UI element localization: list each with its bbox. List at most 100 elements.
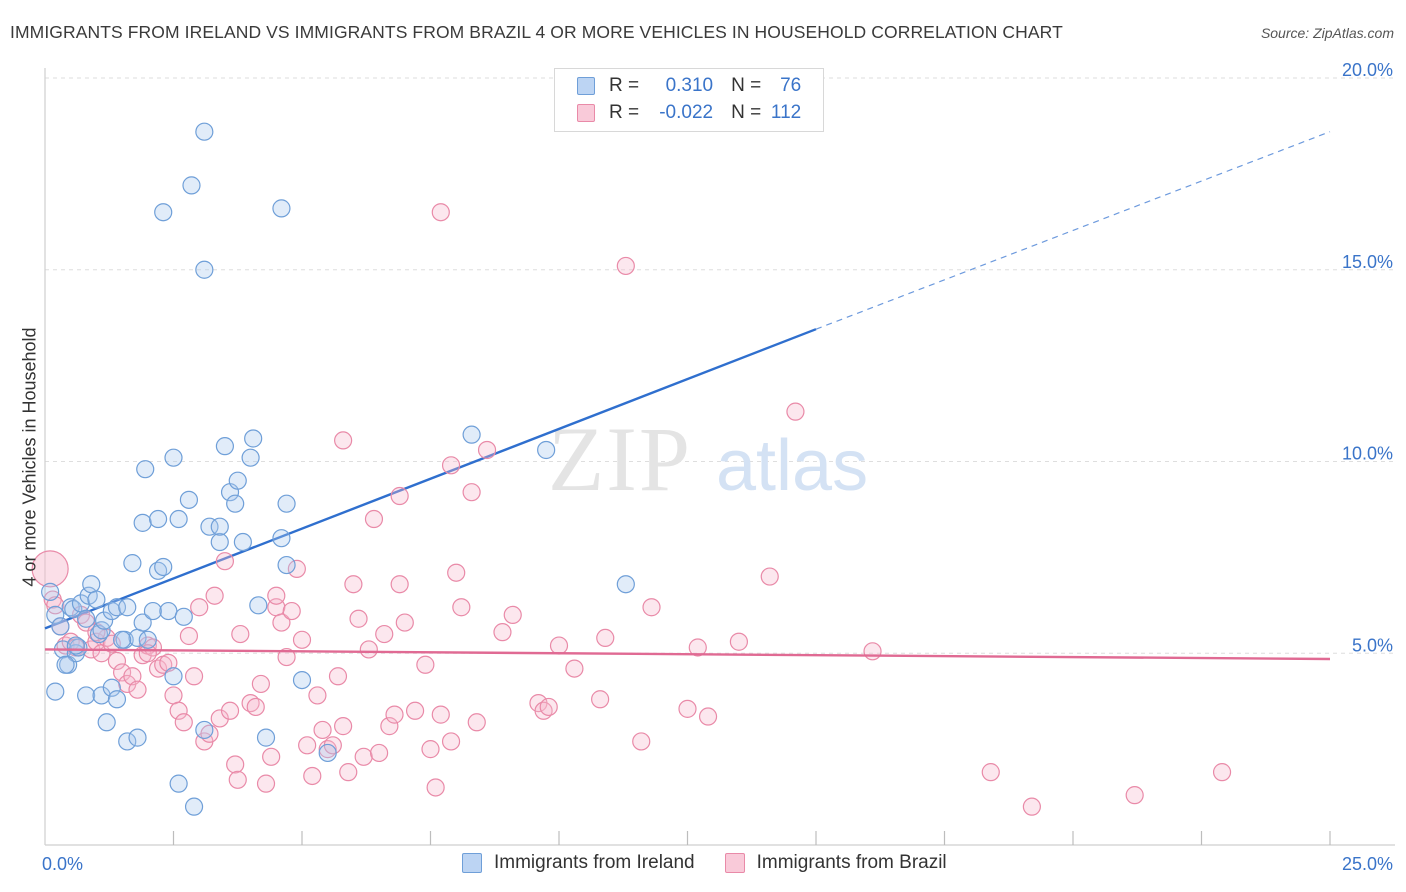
brazil-point xyxy=(1022,797,1041,816)
brazil-point xyxy=(786,402,805,421)
ireland-point xyxy=(133,513,152,532)
ireland-point xyxy=(123,554,142,573)
ireland-point xyxy=(77,686,96,705)
brazil-point xyxy=(385,705,404,724)
brazil-point xyxy=(678,699,697,718)
brazil-point xyxy=(863,642,882,661)
ireland-point xyxy=(136,460,155,479)
r-label: R = xyxy=(609,75,640,96)
legend-item-ireland[interactable]: Immigrants from Ireland xyxy=(462,852,695,874)
brazil-point xyxy=(431,203,450,222)
ireland-point xyxy=(102,678,121,697)
brazil-point xyxy=(112,663,132,682)
ireland-r-value: 0.310 xyxy=(665,75,714,96)
brazil-point xyxy=(128,680,147,699)
ireland-point xyxy=(41,582,60,601)
brazil-point xyxy=(174,713,193,732)
brazil-point xyxy=(123,667,142,686)
ireland-point xyxy=(69,638,88,657)
n-label: N = xyxy=(731,102,762,123)
ireland-point xyxy=(148,509,168,529)
brazil-point xyxy=(31,550,69,588)
brazil-swatch xyxy=(724,853,745,873)
brazil-point xyxy=(426,778,445,797)
brazil-point xyxy=(298,736,317,755)
brazil-point xyxy=(334,431,353,450)
brazil-point xyxy=(231,624,250,644)
brazil-point xyxy=(228,770,247,789)
ireland-point xyxy=(195,260,214,279)
brazil-point xyxy=(549,636,569,655)
ireland-point xyxy=(537,440,556,460)
legend-row-brazil: R = -0.022 N = 112 xyxy=(577,102,801,124)
brazil-point xyxy=(462,483,481,502)
brazil-point xyxy=(313,720,332,740)
ireland-point xyxy=(272,199,291,218)
brazil-point xyxy=(375,624,394,644)
brazil-point xyxy=(729,632,749,651)
ireland-point xyxy=(318,743,337,763)
ireland-point xyxy=(133,613,152,632)
brazil-point xyxy=(760,567,779,586)
brazil-point xyxy=(215,552,234,571)
ireland-point xyxy=(277,494,296,513)
series-legend: Immigrants from Ireland Immigrants from … xyxy=(462,852,977,874)
ireland-point xyxy=(138,630,157,649)
ireland-point xyxy=(87,590,106,609)
brazil-point xyxy=(380,717,399,736)
brazil-point xyxy=(46,596,65,615)
ireland-point xyxy=(107,690,127,709)
watermark-zip: ZIP xyxy=(548,408,692,510)
brazil-point xyxy=(364,509,384,529)
brazil-point xyxy=(981,763,1000,782)
ireland-point xyxy=(112,630,132,649)
brazil-point xyxy=(210,709,229,728)
ireland-point xyxy=(272,529,291,548)
ireland-point xyxy=(46,605,65,625)
brazil-point xyxy=(503,605,522,625)
ireland-point xyxy=(215,437,234,456)
ireland-point xyxy=(56,655,75,674)
legend-item-brazil[interactable]: Immigrants from Brazil xyxy=(724,852,947,874)
ireland-point xyxy=(249,596,268,615)
brazil-point xyxy=(565,659,584,678)
r-label: R = xyxy=(609,102,640,123)
ireland-point xyxy=(107,598,127,617)
brazil-point xyxy=(441,456,461,475)
ireland-point xyxy=(184,797,204,816)
tick-labels: 5.0% 10.0% 15.0% 20.0% 0.0% 25.0% xyxy=(42,60,1393,874)
brazil-point xyxy=(452,598,471,617)
ireland-point xyxy=(226,494,245,513)
brazil-point xyxy=(632,732,651,751)
brazil-point xyxy=(596,628,615,648)
ireland-point xyxy=(46,682,65,701)
brazil-point xyxy=(467,713,486,732)
ireland-point xyxy=(154,203,173,222)
brazil-point xyxy=(205,586,224,605)
source-label: Source: ZipAtlas.com xyxy=(1260,25,1394,41)
ireland-point xyxy=(462,425,481,444)
brazil-point xyxy=(477,440,497,460)
brazil-point xyxy=(390,486,409,506)
ireland-point xyxy=(66,636,85,655)
ireland-point xyxy=(169,774,188,793)
y-tick-label: 20.0% xyxy=(1342,60,1393,80)
brazil-trend-solid xyxy=(44,648,1331,661)
brazil-point xyxy=(107,651,127,671)
x-tick-label: 0.0% xyxy=(42,854,83,874)
brazil-point xyxy=(698,707,718,726)
y-tick-label: 15.0% xyxy=(1342,252,1393,272)
brazil-point xyxy=(292,630,312,649)
brazil-point xyxy=(246,697,265,717)
y-axis-label: 4 or more Vehicles in Household xyxy=(19,327,40,587)
ireland-point xyxy=(277,555,296,575)
brazil-point xyxy=(493,623,512,642)
brazil-point xyxy=(421,740,440,759)
ireland-point xyxy=(210,532,229,552)
ireland-point xyxy=(228,471,247,490)
ireland-point xyxy=(154,557,173,577)
brazil-point xyxy=(642,598,661,617)
brazil-point xyxy=(416,655,435,674)
ireland-point xyxy=(164,448,183,467)
ireland-point xyxy=(244,429,263,448)
